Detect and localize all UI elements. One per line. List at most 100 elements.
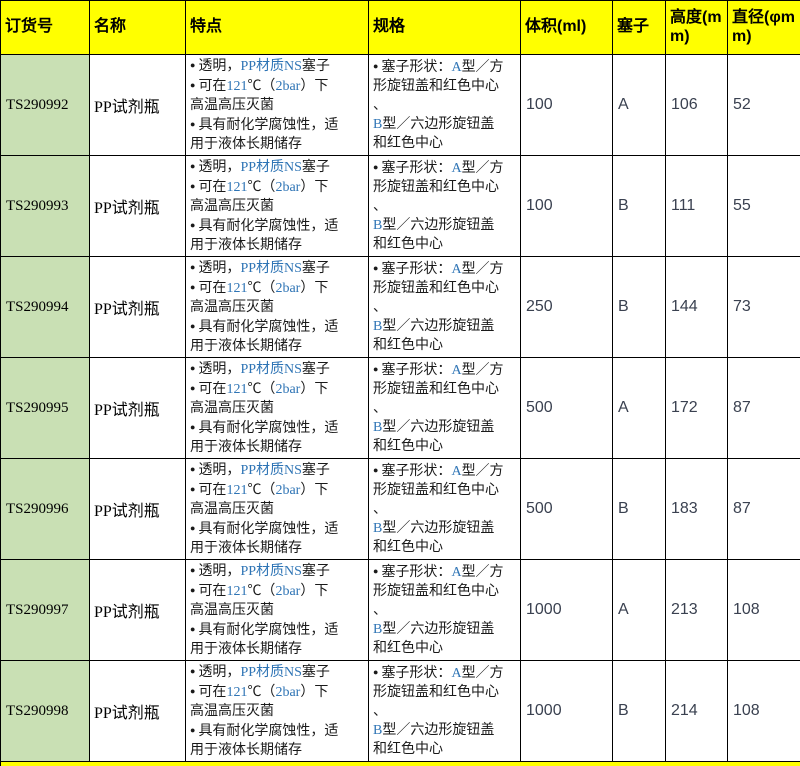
text-segment: 具有耐化学腐蚀性，适: [198, 724, 339, 739]
column-header-spec: 规格: [368, 0, 521, 55]
header-row: 订货号 名称 特点 规格 体积(ml) 塞子 高度(mm) 直径(φmm): [0, 0, 800, 55]
text-segment: 塞子: [301, 463, 330, 478]
spec-cell-line: ● 塞子形状：A型／方: [373, 57, 518, 77]
bullet-icon: ●: [190, 60, 196, 70]
features-cell-line: ● 可在121℃（2bar）下: [190, 480, 366, 500]
features-cell-line: 用于液体长期储存: [190, 438, 366, 457]
stopper-cell: A: [612, 54, 666, 156]
product-name-cell: PP试剂瓶: [89, 357, 186, 459]
text-segment: 121: [226, 685, 248, 700]
text-segment: ℃（: [247, 685, 276, 700]
features-cell-line: 用于液体长期储存: [190, 640, 366, 659]
features-cell-line: ● 可在121℃（2bar）下: [190, 278, 366, 298]
height-cell: 172: [665, 357, 728, 459]
text-segment: 和红色中心: [373, 439, 443, 454]
text-segment: A: [451, 60, 462, 75]
features-cell-line: ● 可在121℃（2bar）下: [190, 682, 366, 702]
text-segment: 塞子形状：: [381, 60, 452, 75]
text-segment: A: [451, 262, 462, 277]
spec-cell-line: B型／六边形旋钮盖: [373, 317, 518, 336]
spec-cell-line: ● 塞子形状：A型／方: [373, 663, 518, 683]
spec-cell-line: B型／六边形旋钮盖: [373, 519, 518, 538]
features-cell: ● 透明，PP材质NS塞子 ● 可在121℃（2bar）下 高温高压灭菌 ● 具有耐化学腐蚀…: [185, 660, 369, 762]
text-segment: 可在: [198, 584, 227, 599]
column-header-features: 特点: [185, 0, 369, 55]
text-segment: 形旋钮盖和红色中心: [373, 584, 499, 599]
text-segment: 具有耐化学腐蚀性，适: [198, 421, 339, 436]
stopper-cell: B: [612, 155, 666, 257]
text-segment: 形旋钮盖和红色中心: [373, 483, 499, 498]
bullet-icon: ●: [190, 725, 196, 735]
features-cell-line: ● 透明，PP材质NS塞子: [190, 258, 366, 278]
bullet-icon: ●: [190, 321, 196, 331]
bullet-icon: ●: [190, 585, 196, 595]
text-segment: 塞子: [301, 665, 330, 680]
bullet-icon: ●: [190, 181, 196, 191]
features-cell: ● 透明，PP材质NS塞子 ● 可在121℃（2bar）下 高温高压灭菌 ● 具有耐化学腐蚀…: [185, 559, 369, 661]
text-segment: 121: [226, 382, 248, 397]
product-name-cell: PP试剂瓶: [89, 155, 186, 257]
bullet-icon: ●: [373, 465, 379, 475]
features-cell: ● 透明，PP材质NS塞子 ● 可在121℃（2bar）下 高温高压灭菌 ● 具有耐化学腐蚀…: [185, 458, 369, 560]
text-segment: 和红色中心: [373, 641, 443, 656]
diameter-cell: 87: [727, 458, 800, 560]
text-segment: 高温高压灭菌: [190, 704, 274, 719]
text-segment: A: [451, 161, 462, 176]
column-header-order: 订货号: [0, 0, 90, 55]
text-segment: A: [451, 565, 462, 580]
spec-cell-line: 和红色中心: [373, 437, 518, 456]
features-cell: ● 透明，PP材质NS塞子 ● 可在121℃（2bar）下 高温高压灭菌 ● 具有耐化学腐蚀…: [185, 155, 369, 257]
spec-cell-line: 和红色中心: [373, 538, 518, 557]
bullet-icon: ●: [373, 61, 379, 71]
text-segment: B: [373, 319, 383, 334]
stopper-cell: B: [612, 458, 666, 560]
text-segment: ）下: [300, 382, 329, 397]
spec-cell-line: B型／六边形旋钮盖: [373, 418, 518, 437]
text-segment: 型／六边形旋钮盖: [382, 319, 495, 334]
features-cell-line: 高温高压灭菌: [190, 702, 366, 721]
spec-cell-line: 形旋钮盖和红色中心: [373, 279, 518, 298]
text-segment: B: [373, 521, 383, 536]
features-cell-line: ● 具有耐化学腐蚀性，适: [190, 721, 366, 741]
order-number-cell: TS290993: [0, 155, 90, 257]
bullet-icon: ●: [190, 523, 196, 533]
text-segment: 121: [226, 180, 248, 195]
text-segment: 、: [373, 401, 387, 416]
text-segment: ）下: [300, 180, 329, 195]
features-cell-line: ● 可在121℃（2bar）下: [190, 581, 366, 601]
diameter-cell: 108: [727, 559, 800, 661]
spec-cell: ● 塞子形状：A型／方 形旋钮盖和红色中心、 B型／六边形旋钮盖 和红色中心: [368, 256, 521, 358]
text-segment: PP材质NS: [240, 59, 302, 74]
product-name-cell: PP试剂瓶: [89, 54, 186, 156]
text-segment: 用于液体长期储存: [190, 642, 302, 657]
bullet-icon: ●: [190, 363, 196, 373]
text-segment: ）下: [300, 79, 329, 94]
text-segment: 型／方: [461, 262, 504, 277]
height-cell: 183: [665, 458, 728, 560]
text-segment: A: [451, 464, 462, 479]
bullet-icon: ●: [373, 364, 379, 374]
text-segment: 高温高压灭菌: [190, 199, 274, 214]
text-segment: 可在: [198, 180, 227, 195]
features-cell: ● 透明，PP材质NS塞子 ● 可在121℃（2bar）下 高温高压灭菌 ● 具有耐化学腐蚀…: [185, 357, 369, 459]
volume-cell: 100: [520, 54, 613, 156]
text-segment: 可在: [198, 382, 227, 397]
bullet-icon: ●: [190, 282, 196, 292]
text-segment: 和红色中心: [373, 237, 443, 252]
text-segment: B: [373, 622, 383, 637]
text-segment: PP材质NS: [240, 463, 302, 478]
features-cell: ● 透明，PP材质NS塞子 ● 可在121℃（2bar）下 高温高压灭菌 ● 具有耐化学腐蚀…: [185, 256, 369, 358]
text-segment: B: [373, 117, 383, 132]
text-segment: 可在: [198, 281, 227, 296]
spec-cell-line: 形旋钮盖和红色中心: [373, 582, 518, 601]
bullet-icon: ●: [190, 565, 196, 575]
order-number-cell: TS290996: [0, 458, 90, 560]
text-segment: 透明，: [198, 564, 241, 579]
text-segment: 型／六边形旋钮盖: [382, 218, 495, 233]
spec-cell-line: 和红色中心: [373, 740, 518, 759]
volume-cell: 500: [520, 357, 613, 459]
text-segment: 可在: [198, 685, 227, 700]
order-number-cell: TS290994: [0, 256, 90, 358]
bullet-icon: ●: [373, 566, 379, 576]
features-cell-line: 用于液体长期储存: [190, 236, 366, 255]
